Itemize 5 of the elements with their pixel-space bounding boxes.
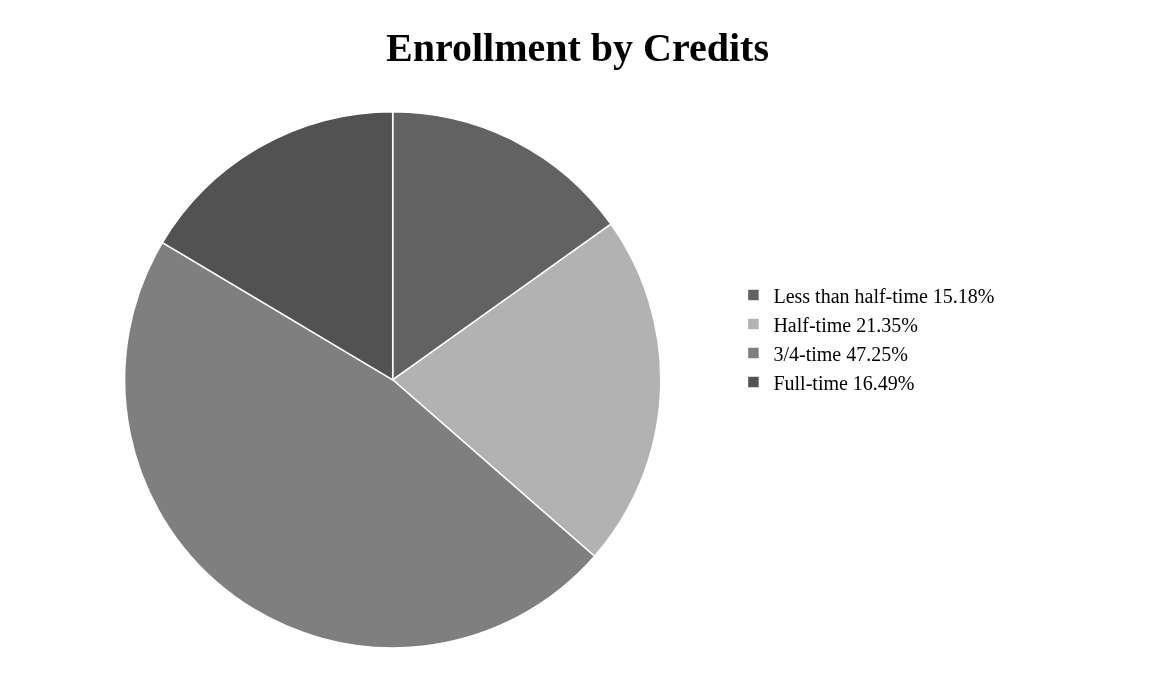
legend-label: Full-time 16.49% [773, 371, 915, 394]
chart-title: Enrollment by Credits [386, 25, 769, 71]
legend-label: 3/4-time 47.25% [773, 342, 908, 365]
legend-label: Less than half-time 15.18% [773, 284, 995, 307]
legend-label: Half-time 21.35% [773, 313, 918, 336]
